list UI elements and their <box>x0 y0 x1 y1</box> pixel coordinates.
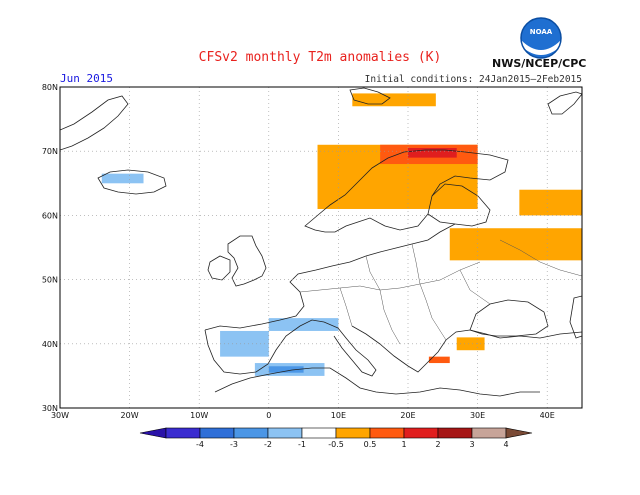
anomaly-north-africa-core-cool <box>268 366 304 373</box>
colorbar-box-6 <box>369 427 405 439</box>
europe-mainland-coastline <box>204 223 456 331</box>
lon-tick-label: 10E <box>331 411 346 420</box>
anomaly-layer <box>101 93 582 376</box>
initial-conditions: Initial conditions: 24Jan2015–2Feb2015 <box>364 74 582 85</box>
colorbar-label: 1 <box>401 440 406 449</box>
colorbar-box-8 <box>437 427 473 439</box>
baltic-coastline <box>427 183 491 227</box>
coastlines <box>60 87 582 397</box>
colorbar-label: -2 <box>264 440 272 449</box>
map-frame <box>59 86 583 409</box>
longitude-labels: 30W 20W 10W 0 10E 20E 30E 40E <box>51 411 555 420</box>
greenland-coastline <box>60 95 129 151</box>
ireland-coastline <box>207 255 231 281</box>
caspian-coastline <box>569 295 582 339</box>
agency-label: NWS/NCEP/CPC <box>492 57 587 70</box>
lat-tick-label: 40N <box>42 340 58 349</box>
lon-tick-label: 30E <box>470 411 485 420</box>
svalbard-coastline <box>349 87 391 105</box>
colorbar-label: -1 <box>298 440 306 449</box>
colorbar-label: 4 <box>503 440 508 449</box>
iberia-coastline <box>204 319 339 375</box>
colorbar-high-arrow <box>505 427 533 439</box>
lon-tick-label: 30W <box>51 411 69 420</box>
lat-tick-label: 30N <box>42 404 58 413</box>
lon-tick-label: 10W <box>190 411 208 420</box>
lon-tick-label: 20W <box>121 411 139 420</box>
noaa-logo: NOAA <box>520 17 562 59</box>
lat-tick-label: 80N <box>42 83 58 92</box>
colorbar-label: 0.5 <box>364 440 377 449</box>
colorbar-low-arrow <box>139 427 167 439</box>
colorbar-box-4 <box>301 427 337 439</box>
lon-tick-label: 0 <box>266 411 271 420</box>
anomaly-svalbard-warm <box>352 93 436 107</box>
colorbar-box-2 <box>233 427 269 439</box>
colorbar-label: -3 <box>230 440 238 449</box>
forecast-month: Jun 2015 <box>60 72 113 85</box>
gridlines <box>60 87 582 408</box>
colorbar-label: 2 <box>435 440 440 449</box>
anomaly-greece-warm <box>428 356 450 364</box>
anomaly-north-scandinavia-core <box>408 147 457 158</box>
north-africa-coastline <box>214 367 540 397</box>
black-sea-coastline <box>469 299 549 337</box>
colorbar-label: -4 <box>196 440 204 449</box>
anomaly-iceland-cool <box>101 173 144 184</box>
novaya-zemlya-coastline <box>547 91 582 115</box>
colorbar-box-7 <box>403 427 439 439</box>
lon-tick-label: 20E <box>400 411 415 420</box>
italy-coastline <box>333 327 377 377</box>
colorbar-box-3 <box>267 427 303 439</box>
noaa-logo-text: NOAA <box>530 28 553 36</box>
lon-tick-label: 40E <box>540 411 555 420</box>
scandinavia-coastline <box>304 149 509 233</box>
country-borders <box>299 239 582 345</box>
lat-tick-label: 70N <box>42 147 58 156</box>
iceland-coastline <box>97 169 167 195</box>
colorbar-box-9 <box>471 427 507 439</box>
anomaly-russia-warm <box>449 228 582 261</box>
colorbar-label: -0.5 <box>328 440 344 449</box>
colorbar-boxes <box>139 427 533 439</box>
colorbar-labels: -4 -3 -2 -1 -0.5 0.5 1 2 3 4 <box>196 440 509 449</box>
colorbar-label: 3 <box>469 440 474 449</box>
colorbar-box-0 <box>165 427 201 439</box>
map-title: CFSv2 monthly T2m anomalies (K) <box>198 50 442 65</box>
britain-coastline <box>227 235 267 287</box>
colorbar-box-1 <box>199 427 235 439</box>
colorbar-box-5 <box>335 427 371 439</box>
lat-tick-label: 50N <box>42 276 58 285</box>
latitude-labels: 30N 40N 50N 60N 70N 80N <box>42 83 58 413</box>
anomaly-russia-north-warm <box>519 189 582 216</box>
lat-tick-label: 60N <box>42 211 58 220</box>
